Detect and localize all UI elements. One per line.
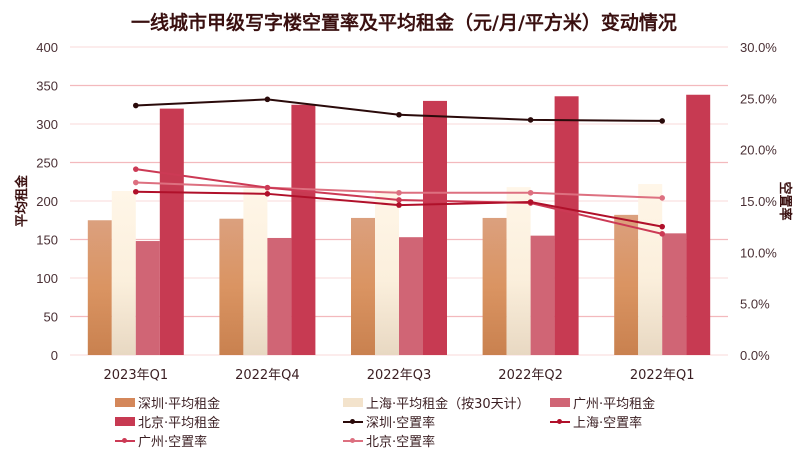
line-point xyxy=(527,117,534,123)
y-axis-left: 0 50 100 150 200 250 300 350 400 xyxy=(36,40,58,363)
line-point xyxy=(659,223,665,230)
legend-label: 北京·空置率 xyxy=(366,434,436,450)
legend-label: 深圳·空置率 xyxy=(366,415,436,431)
bar xyxy=(399,237,423,355)
line-point xyxy=(133,188,139,195)
legend-label: 广州·平均租金 xyxy=(573,396,656,412)
legend-swatch-line xyxy=(343,436,363,445)
y-tick-label-left: 100 xyxy=(36,271,58,286)
line-point xyxy=(396,202,402,208)
line-point xyxy=(264,96,271,103)
bar-series xyxy=(87,94,711,356)
line-point xyxy=(133,166,139,172)
line-point xyxy=(133,102,139,109)
bar xyxy=(159,108,184,355)
legend-label: 广州·空置率 xyxy=(138,434,208,450)
bar xyxy=(686,94,711,356)
line-point xyxy=(264,191,271,197)
y-tick-label-left: 300 xyxy=(36,117,58,132)
legend-item[interactable]: 深圳·空置率 xyxy=(343,413,436,431)
line-series xyxy=(133,96,665,237)
legend-label: 北京·平均租金 xyxy=(138,415,221,431)
bar xyxy=(614,214,639,355)
y-tick-label-right: 0.0% xyxy=(740,348,770,363)
legend-swatch-bar xyxy=(550,397,570,407)
x-tick-label: 2022年Q3 xyxy=(367,368,432,383)
legend-label: 上海·空置率 xyxy=(573,415,643,431)
legend-item[interactable]: 北京·空置率 xyxy=(343,432,436,450)
legend-item[interactable]: 广州·平均租金 xyxy=(550,394,656,412)
line-point xyxy=(659,118,665,124)
legend-swatch-line xyxy=(115,436,135,445)
bar xyxy=(554,96,579,355)
y-tick-label-left: 350 xyxy=(36,79,58,94)
line-point xyxy=(527,199,534,205)
legend-swatch-line xyxy=(550,417,570,426)
legend-item[interactable]: 上海·平均租金（按30天计） xyxy=(343,394,530,412)
bar xyxy=(662,233,687,355)
bar xyxy=(482,217,507,355)
y-tick-label-left: 400 xyxy=(36,40,58,55)
bar xyxy=(243,188,268,355)
legend-item[interactable]: 深圳·平均租金 xyxy=(115,394,221,412)
line xyxy=(135,98,663,122)
bar xyxy=(291,104,316,355)
bar xyxy=(375,190,399,355)
y-tick-label-left: 150 xyxy=(36,233,58,248)
line-point xyxy=(264,184,271,191)
legend-swatch-bar xyxy=(115,416,135,426)
y-tick-label-right: 15.0% xyxy=(740,194,777,209)
y-axis-right-title: 空置率 xyxy=(777,181,793,220)
line-point xyxy=(396,189,402,196)
bar xyxy=(267,237,292,355)
y-tick-label-right: 20.0% xyxy=(740,143,777,158)
bar xyxy=(506,187,531,355)
legend-swatch-bar xyxy=(115,397,135,407)
legend-label: 上海·平均租金（按30天计） xyxy=(366,396,530,412)
y-axis-left-title: 平均租金 xyxy=(14,174,30,227)
y-tick-label-left: 50 xyxy=(44,310,58,325)
chart-title: 一线城市甲级写字楼空置率及平均租金（元/月/平方米）变动情况 xyxy=(131,12,677,34)
bar xyxy=(638,184,663,355)
legend-swatch-bar xyxy=(343,397,363,407)
bar xyxy=(423,100,447,356)
line-point xyxy=(527,189,534,196)
legend-label: 深圳·平均租金 xyxy=(138,396,221,412)
x-tick-label: 2022年Q4 xyxy=(235,368,300,383)
bar xyxy=(87,220,112,355)
y-tick-label-left: 0 xyxy=(51,348,58,363)
legend-item[interactable]: 广州·空置率 xyxy=(115,432,208,450)
y-tick-label-right: 10.0% xyxy=(740,245,777,260)
x-tick-label: 2022年Q2 xyxy=(498,368,563,383)
y-axis-right: 0.0% 5.0% 10.0% 15.0% 20.0% 25.0% 30.0% xyxy=(740,40,777,363)
line-point xyxy=(396,197,402,203)
line-point xyxy=(133,179,139,186)
bar xyxy=(530,235,555,355)
legend-swatch-line xyxy=(343,417,363,426)
y-tick-label-right: 5.0% xyxy=(740,297,770,312)
legend-item[interactable]: 北京·平均租金 xyxy=(115,413,221,431)
legend-item[interactable]: 上海·空置率 xyxy=(550,413,643,431)
x-tick-label: 2023年Q1 xyxy=(104,368,169,383)
bar xyxy=(219,218,244,355)
x-axis: 2023年Q1 2022年Q4 2022年Q3 2022年Q2 2022年Q1 xyxy=(104,368,695,383)
y-tick-label-right: 25.0% xyxy=(740,91,777,106)
bar xyxy=(111,190,136,355)
line-point xyxy=(396,111,402,118)
x-tick-label: 2022年Q1 xyxy=(630,368,695,383)
line-point xyxy=(659,231,665,237)
bar xyxy=(135,241,160,355)
line-point xyxy=(659,195,665,201)
y-tick-label-left: 200 xyxy=(36,194,58,209)
y-tick-label-right: 30.0% xyxy=(740,40,777,55)
bar xyxy=(351,217,375,355)
y-tick-label-left: 250 xyxy=(36,156,58,171)
